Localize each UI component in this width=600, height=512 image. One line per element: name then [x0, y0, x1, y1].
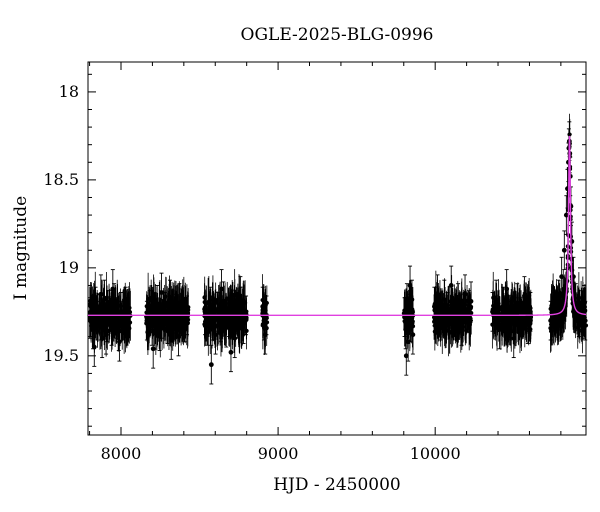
- point-marker: [505, 326, 511, 331]
- point-marker: [433, 309, 438, 314]
- plot-frame: [87, 61, 587, 436]
- point-marker: [233, 321, 238, 326]
- point-marker: [154, 324, 159, 329]
- point-marker: [99, 315, 104, 320]
- data-point: [219, 302, 224, 353]
- data-layer: [87, 113, 589, 385]
- point-marker: [219, 325, 224, 330]
- point-marker: [519, 332, 524, 337]
- point-marker: [227, 320, 232, 325]
- data-point: [99, 302, 104, 332]
- chart-title: OGLE-2025-BLG-0996: [241, 25, 434, 45]
- point-marker: [503, 320, 508, 326]
- point-marker: [504, 317, 509, 322]
- point-marker: [127, 309, 133, 315]
- point-marker: [432, 329, 437, 334]
- data-point: [127, 288, 133, 336]
